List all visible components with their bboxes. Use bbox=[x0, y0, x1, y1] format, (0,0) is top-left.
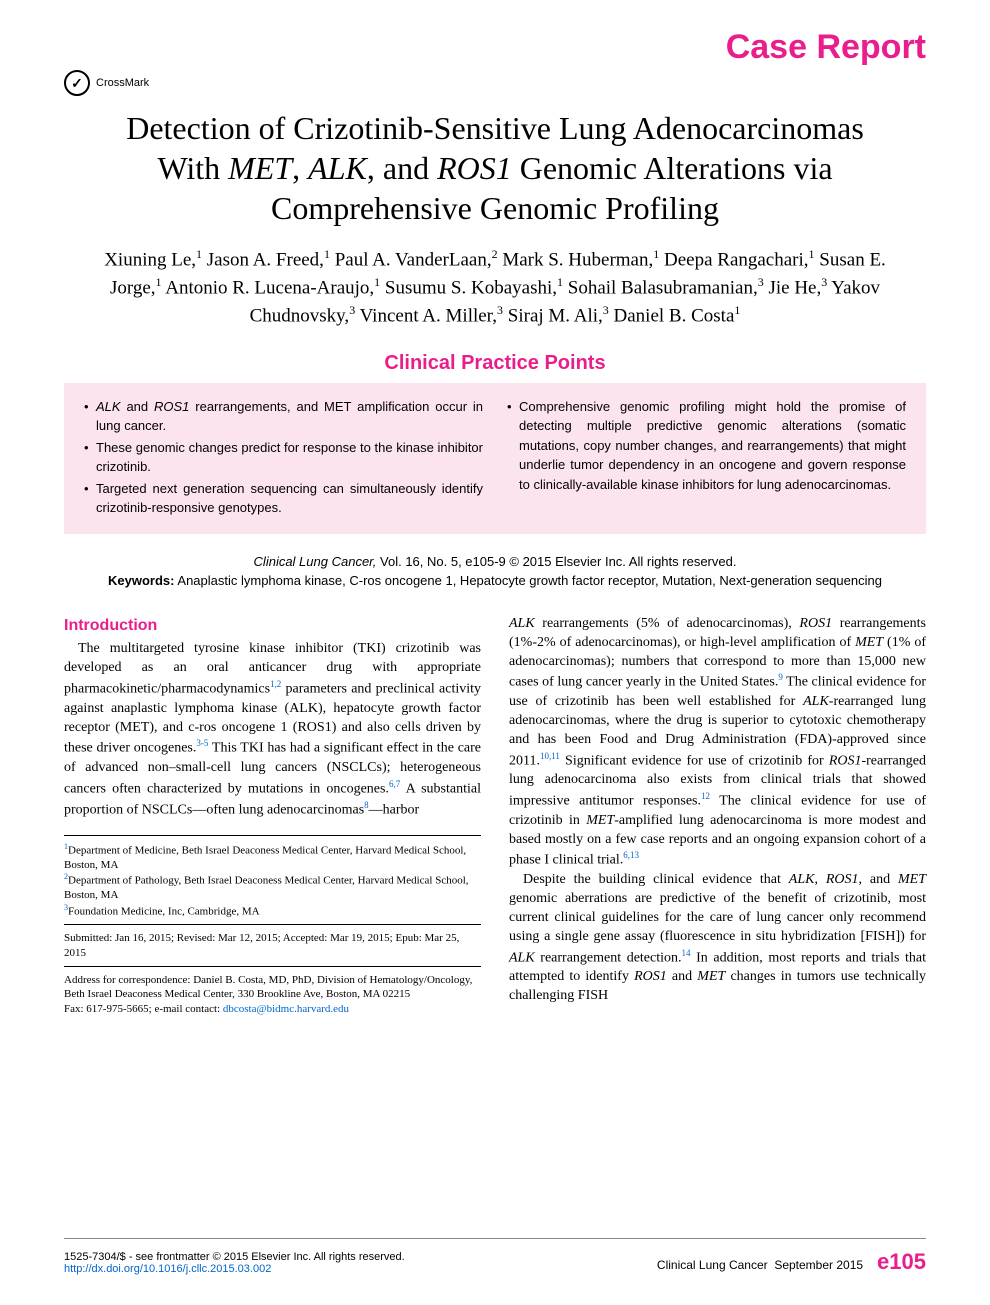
crossmark-icon: ✓ bbox=[64, 70, 90, 96]
cpp-bullet: Targeted next generation sequencing can … bbox=[84, 479, 483, 518]
contact-line: Fax: 617-975-5665; e-mail contact: dbcos… bbox=[64, 1002, 481, 1016]
cpp-heading: Clinical Practice Points bbox=[64, 352, 926, 375]
crossmark-badge[interactable]: ✓ CrossMark bbox=[64, 70, 149, 96]
page-footer: 1525-7304/$ - see frontmatter © 2015 Els… bbox=[64, 1238, 926, 1275]
affiliation: 2Department of Pathology, Beth Israel De… bbox=[64, 872, 481, 902]
footer-left: 1525-7304/$ - see frontmatter © 2015 Els… bbox=[64, 1251, 405, 1275]
body-paragraph: Despite the building clinical evidence t… bbox=[509, 871, 926, 1006]
right-column: ALK rearrangements (5% of adenocarcinoma… bbox=[509, 615, 926, 1016]
body-paragraph: The multitargeted tyrosine kinase inhibi… bbox=[64, 640, 481, 821]
email-link[interactable]: dbcosta@bidmc.harvard.edu bbox=[223, 1003, 349, 1015]
affiliations-block: 1Department of Medicine, Beth Israel Dea… bbox=[64, 835, 481, 1016]
affiliation: 1Department of Medicine, Beth Israel Dea… bbox=[64, 842, 481, 872]
cpp-bullet: These genomic changes predict for respon… bbox=[84, 438, 483, 477]
body-paragraph: ALK rearrangements (5% of adenocarcinoma… bbox=[509, 615, 926, 871]
submission-dates: Submitted: Jan 16, 2015; Revised: Mar 12… bbox=[64, 931, 481, 960]
author-list: Xiuning Le,1 Jason A. Freed,1 Paul A. Va… bbox=[64, 246, 926, 330]
copyright-line: 1525-7304/$ - see frontmatter © 2015 Els… bbox=[64, 1251, 405, 1263]
citation-block: Clinical Lung Cancer, Vol. 16, No. 5, e1… bbox=[64, 552, 926, 591]
affiliation: 3Foundation Medicine, Inc, Cambridge, MA bbox=[64, 903, 481, 919]
doi-link[interactable]: http://dx.doi.org/10.1016/j.cllc.2015.03… bbox=[64, 1263, 405, 1275]
introduction-heading: Introduction bbox=[64, 615, 481, 637]
footer-journal: Clinical Lung Cancer September 2015 bbox=[657, 1258, 863, 1272]
crossmark-label: CrossMark bbox=[96, 77, 149, 89]
cpp-right-column: Comprehensive genomic profiling might ho… bbox=[507, 397, 906, 520]
body-columns: Introduction The multitargeted tyrosine … bbox=[64, 615, 926, 1016]
cpp-bullet: Comprehensive genomic profiling might ho… bbox=[507, 397, 906, 495]
footer-right: Clinical Lung Cancer September 2015 e105 bbox=[657, 1249, 926, 1275]
clinical-practice-points-box: ALK and ROS1 rearrangements, and MET amp… bbox=[64, 383, 926, 534]
left-column: Introduction The multitargeted tyrosine … bbox=[64, 615, 481, 1016]
cpp-bullet: ALK and ROS1 rearrangements, and MET amp… bbox=[84, 397, 483, 436]
article-title: Detection of Crizotinib-Sensitive Lung A… bbox=[64, 108, 926, 228]
correspondence: Address for correspondence: Daniel B. Co… bbox=[64, 973, 481, 1002]
case-report-badge: Case Report bbox=[726, 28, 926, 67]
page-number: e105 bbox=[877, 1249, 926, 1275]
cpp-left-column: ALK and ROS1 rearrangements, and MET amp… bbox=[84, 397, 483, 520]
